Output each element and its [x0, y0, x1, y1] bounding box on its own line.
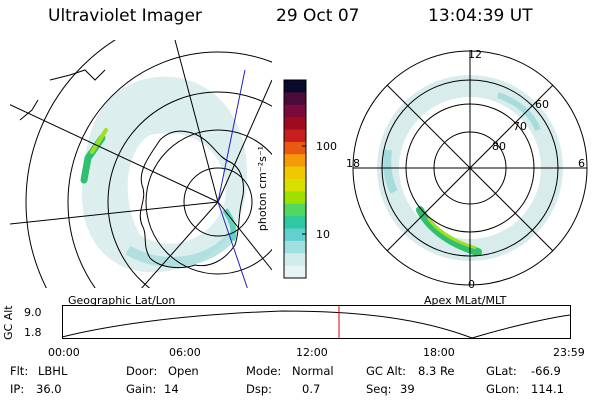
- altitude-tick-9: 9.0: [24, 306, 42, 319]
- colorbar-cell: [284, 104, 306, 118]
- mlt-label-18: 18: [346, 157, 360, 170]
- geographic-map-panel: [10, 40, 272, 288]
- colorbar-cell: [284, 166, 306, 180]
- mlt-polar-panel: [352, 50, 588, 286]
- header-date: 29 Oct 07: [276, 6, 360, 26]
- seq-value: 39: [400, 382, 415, 396]
- mlt-label-12: 12: [468, 48, 482, 61]
- mlt-label-6: 6: [578, 157, 585, 170]
- mode-label: Mode:: [246, 364, 282, 378]
- colorbar-cell: [284, 129, 306, 143]
- colorbar-cell: [284, 240, 306, 254]
- mlt-lat-70: 70: [513, 120, 527, 133]
- door-value: Open: [168, 364, 199, 378]
- app-title: Ultraviolet Imager: [48, 6, 202, 26]
- mlt-lat-60: 60: [535, 98, 549, 111]
- gain-value: 14: [164, 382, 179, 396]
- glat-label: GLat:: [486, 364, 517, 378]
- dsp-label: Dsp:: [246, 382, 273, 396]
- door-label: Door:: [126, 364, 158, 378]
- x-tick-1200: 12:00: [296, 346, 328, 359]
- gcalt-label: GC Alt:: [366, 364, 407, 378]
- altitude-tick-1-8: 1.8: [24, 326, 42, 339]
- altitude-plot: [62, 305, 571, 339]
- header-time: 13:04:39 UT: [428, 6, 533, 26]
- mlt-label-0: 0: [468, 278, 475, 291]
- gain-label: Gain:: [126, 382, 157, 396]
- altitude-curve: [62, 310, 571, 339]
- colorbar-cell: [284, 179, 306, 192]
- x-tick-0600: 06:00: [169, 346, 201, 359]
- mlt-grid: [352, 50, 588, 286]
- colorbar: [283, 79, 307, 279]
- filter-value: LBHL: [38, 364, 68, 378]
- ip-value: 36.0: [36, 382, 62, 396]
- glat-value: -66.9: [531, 364, 561, 378]
- colorbar-cell: [284, 154, 306, 168]
- colorbar-cell: [284, 216, 306, 229]
- x-tick-2359: 23:59: [553, 346, 585, 359]
- geo-panel-label: Geographic Lat/Lon: [68, 294, 176, 307]
- colorbar-unit-label: photon cm⁻²s⁻¹: [256, 145, 270, 232]
- colorbar-cell: [284, 228, 306, 242]
- filter-label: Flt:: [10, 364, 29, 378]
- colorbar-cell: [284, 203, 306, 217]
- mlt-panel-label: Apex MLat/MLT: [424, 294, 507, 307]
- colorbar-cell: [284, 191, 306, 205]
- colorbar-tick-100: 100: [316, 140, 337, 153]
- colorbar-tick-10: 10: [316, 228, 330, 241]
- x-tick-0000: 00:00: [48, 346, 80, 359]
- geo-coastline: [139, 130, 244, 269]
- mode-value: Normal: [292, 364, 334, 378]
- x-tick-1800: 18:00: [423, 346, 455, 359]
- colorbar-cell: [284, 141, 306, 155]
- mlt-lat-80: 80: [492, 140, 506, 153]
- colorbar-cell: [284, 253, 306, 267]
- colorbar-cell: [284, 265, 306, 279]
- seq-label: Seq:: [366, 382, 392, 396]
- glon-value: 114.1: [531, 382, 564, 396]
- dsp-value: 0.7: [302, 382, 321, 396]
- colorbar-cell: [284, 80, 306, 93]
- colorbar-gradient: [284, 80, 306, 279]
- gcalt-value: 8.3 Re: [418, 364, 455, 378]
- glon-label: GLon:: [486, 382, 520, 396]
- geo-grid: [10, 40, 272, 288]
- colorbar-cell: [284, 92, 306, 106]
- altitude-y-label: GC Alt: [2, 305, 15, 340]
- ip-label: IP:: [10, 382, 25, 396]
- colorbar-cell: [284, 117, 306, 130]
